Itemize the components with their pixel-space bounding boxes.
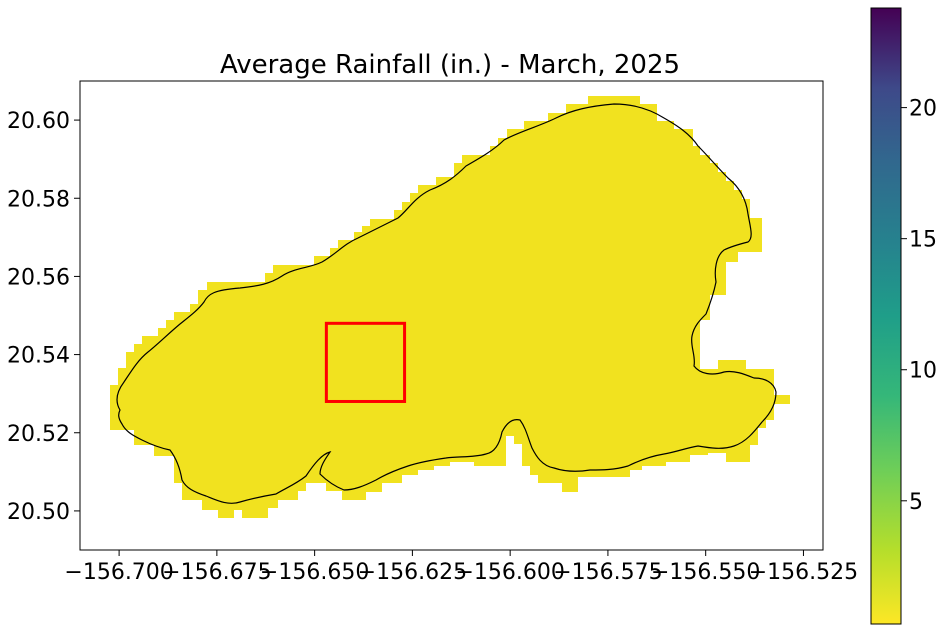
colorbar-tick-label: 5 <box>909 490 923 515</box>
colorbar-tick-label: 15 <box>909 228 937 253</box>
x-tick-label: −156.550 <box>651 560 760 585</box>
y-tick-label: 20.60 <box>7 109 70 134</box>
colorbar <box>870 7 902 625</box>
colorbar-tick-label: 20 <box>909 97 937 122</box>
colorbar-tick-label: 10 <box>909 359 937 384</box>
x-tick-label: −156.525 <box>749 560 858 585</box>
chart-title: Average Rainfall (in.) - March, 2025 <box>220 50 680 80</box>
x-tick-label: −156.575 <box>553 560 662 585</box>
y-tick-label: 20.50 <box>7 500 70 525</box>
x-tick-label: −156.625 <box>358 560 467 585</box>
y-tick-label: 20.56 <box>7 265 70 290</box>
x-tick-label: −156.650 <box>260 560 369 585</box>
rainfall-raster <box>110 96 790 518</box>
x-tick-label: −156.700 <box>64 560 173 585</box>
y-tick-label: 20.52 <box>7 422 70 447</box>
y-tick-label: 20.58 <box>7 187 70 212</box>
y-axis: 20.50 20.52 20.54 20.56 20.58 20.60 <box>7 109 80 525</box>
x-tick-label: −156.600 <box>455 560 564 585</box>
y-tick-label: 20.54 <box>7 344 70 369</box>
x-axis: −156.700−156.675−156.650−156.625−156.600… <box>64 550 858 585</box>
x-tick-label: −156.675 <box>162 560 271 585</box>
coastline-outline <box>116 103 777 504</box>
colorbar-axis: 5 10 15 20 <box>901 97 937 515</box>
highlight-box <box>324 321 407 403</box>
